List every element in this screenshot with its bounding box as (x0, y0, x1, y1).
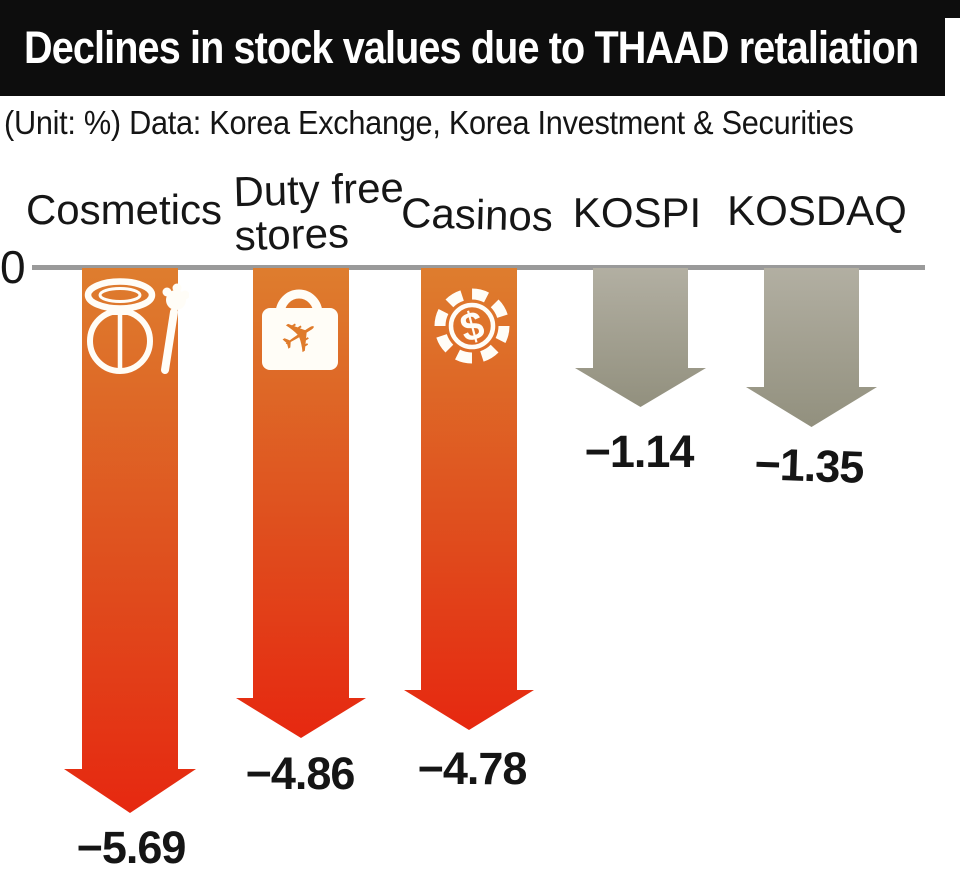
kosdaq-decline-arrow (746, 268, 877, 427)
cosmetics-compact-icon (84, 278, 189, 374)
category-label-cosmetics: Cosmetics (25, 186, 223, 233)
title-bar-notch (945, 18, 960, 96)
axis-zero-label: 0 (0, 241, 26, 293)
cosmetics-decline-arrow (64, 268, 196, 813)
category-label-kosdaq: KOSDAQ (727, 187, 907, 234)
casino-chip-icon: $ (434, 288, 510, 364)
value-label-cosmetics: −5.69 (76, 822, 187, 873)
chart-title: Declines in stock values due to THAAD re… (24, 22, 919, 73)
unit-and-source-note: (Unit: %) Data: Korea Exchange, Korea In… (4, 104, 854, 141)
category-label-duty-free-line1: Duty free (232, 163, 405, 216)
value-label-kospi: −1.14 (584, 426, 695, 477)
category-label-duty-free-line2: stores (233, 209, 350, 260)
value-label-casinos: −4.78 (417, 743, 528, 794)
zero-baseline (32, 265, 925, 270)
value-label-duty-free: −4.86 (245, 748, 356, 799)
kospi-decline-arrow (575, 268, 706, 407)
duty-free-bag-airplane-icon: ✈ (262, 289, 338, 370)
category-label-kospi: KOSPI (572, 189, 702, 236)
casinos-decline-arrow (404, 268, 534, 730)
category-label-duty-free-stores: Duty free stores (232, 163, 406, 260)
duty-free-decline-arrow (236, 268, 366, 738)
title-bar: Declines in stock values due to THAAD re… (0, 0, 960, 96)
category-label-casinos: Casinos (400, 189, 554, 240)
value-label-kosdaq: −1.35 (753, 438, 865, 493)
